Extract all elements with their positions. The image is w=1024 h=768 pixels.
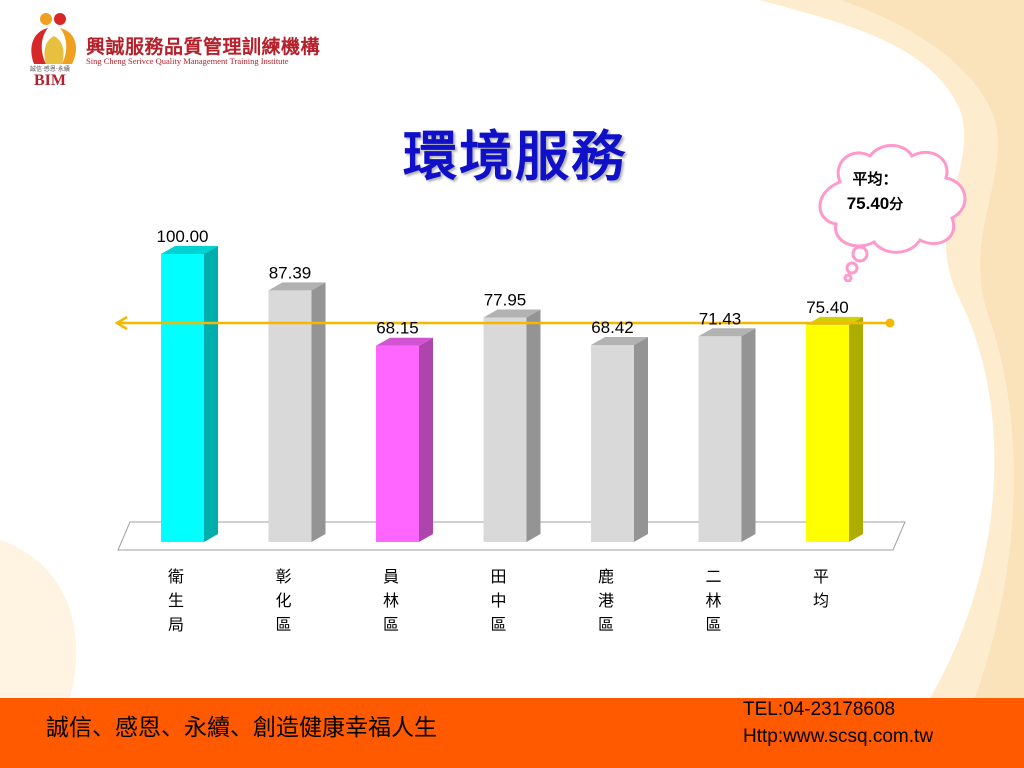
category-label: 區 bbox=[275, 615, 291, 634]
value-label: 77.95 bbox=[484, 291, 527, 310]
category-label: 田 bbox=[490, 567, 506, 586]
logo-chinese-name: 興誠服務品質管理訓練機構 bbox=[86, 36, 321, 58]
bar-5 bbox=[591, 336, 648, 542]
footer-bar: 誠信、感恩、永續、創造健康幸福人生 TEL:04-23178608 Http:w… bbox=[0, 698, 1024, 768]
arrow-left-icon bbox=[114, 315, 128, 331]
bar-top bbox=[591, 336, 648, 345]
bar-front bbox=[698, 336, 742, 542]
bar-side bbox=[526, 309, 541, 542]
category-label: 彰 bbox=[275, 567, 291, 586]
average-callout-value: 75.40分 bbox=[820, 194, 930, 214]
average-reference-line bbox=[114, 315, 895, 331]
bar-top bbox=[268, 282, 326, 291]
category-label: 林 bbox=[705, 591, 721, 610]
bar-front bbox=[591, 344, 634, 542]
category-label: 區 bbox=[383, 615, 399, 634]
footer-website-link[interactable]: Http:www.scsq.com.tw bbox=[743, 726, 934, 747]
value-label: 100.00 bbox=[157, 227, 209, 246]
category-label: 區 bbox=[705, 615, 721, 634]
average-callout-unit: 分 bbox=[889, 197, 904, 213]
bar-top bbox=[161, 246, 218, 254]
bar-side bbox=[419, 337, 433, 542]
bar-7 bbox=[806, 316, 863, 542]
value-label: 87.39 bbox=[269, 263, 312, 282]
value-label: 71.43 bbox=[699, 309, 742, 328]
bar-1 bbox=[161, 246, 218, 542]
category-label: 局 bbox=[168, 615, 184, 634]
bar-front bbox=[376, 345, 419, 542]
bar-front bbox=[161, 254, 204, 542]
bar-front bbox=[483, 317, 527, 542]
institute-logo: 興誠服務品質管理訓練機構 Sing Cheng Serivce Quality … bbox=[26, 10, 336, 92]
bar-top bbox=[483, 309, 541, 318]
slide-background bbox=[0, 0, 1024, 698]
bar-top bbox=[376, 337, 433, 346]
category-label: 平 bbox=[813, 567, 829, 586]
category-label: 林 bbox=[383, 591, 399, 610]
category-label: 區 bbox=[598, 615, 614, 634]
chart-value-labels: 100.00 87.39 68.15 77.95 68.42 71.43 75.40 bbox=[157, 227, 849, 338]
bar-chart: 100.00 87.39 68.15 77.95 68.42 71.43 75.40 衛生局… bbox=[114, 227, 906, 634]
bar-side bbox=[311, 282, 326, 542]
category-label: 均 bbox=[813, 591, 829, 610]
category-label: 港 bbox=[598, 591, 614, 610]
bar-front bbox=[268, 290, 312, 542]
bar-side bbox=[204, 246, 218, 542]
category-label: 衛 bbox=[168, 567, 184, 586]
bar-side bbox=[741, 328, 756, 542]
chart-bars bbox=[161, 246, 863, 542]
category-label: 化 bbox=[275, 591, 291, 610]
value-label: 68.15 bbox=[376, 319, 419, 338]
logo-abbreviation: BIM bbox=[34, 72, 66, 89]
value-label: 68.42 bbox=[591, 318, 634, 337]
category-label: 二 bbox=[705, 567, 721, 586]
bar-6 bbox=[698, 328, 756, 542]
bar-side bbox=[849, 316, 863, 542]
footer-slogan: 誠信、感恩、永續、創造健康幸福人生 bbox=[46, 715, 437, 741]
bar-2 bbox=[268, 282, 326, 542]
bar-front bbox=[806, 324, 849, 542]
category-label: 生 bbox=[168, 591, 184, 610]
line-end-dot-icon bbox=[885, 318, 895, 328]
bar-top bbox=[698, 328, 756, 337]
category-label: 區 bbox=[490, 615, 506, 634]
logo-tagline: 誠信‧感恩‧永續 bbox=[30, 66, 70, 73]
category-label: 鹿 bbox=[598, 567, 614, 586]
bar-4 bbox=[483, 309, 541, 542]
logo-mark-icon bbox=[31, 13, 76, 64]
category-label: 員 bbox=[383, 567, 399, 586]
average-callout-number: 75.40 bbox=[846, 194, 890, 213]
thought-cloud-icon bbox=[818, 144, 967, 282]
footer-telephone: TEL:04-23178608 bbox=[743, 699, 896, 720]
page-title: 環境服務 bbox=[403, 124, 627, 188]
value-label: 75.40 bbox=[806, 298, 849, 317]
bar-3 bbox=[376, 337, 433, 542]
bar-side bbox=[634, 336, 648, 542]
category-label: 中 bbox=[490, 591, 506, 610]
average-callout-label: 平均： bbox=[852, 170, 898, 188]
logo-english-name: Sing Cheng Serivce Quality Management Tr… bbox=[86, 56, 289, 66]
